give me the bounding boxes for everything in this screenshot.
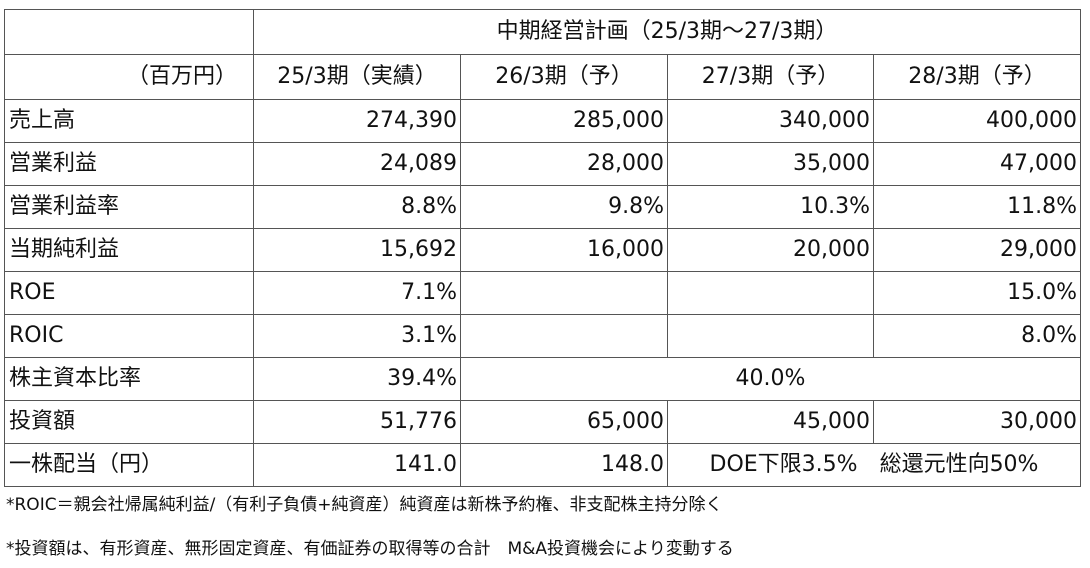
footnote-roic: *ROIC＝親会社帰属純利益/（有利子負債+純資産）純資産は新株予約権、非支配株… <box>6 495 723 515</box>
cell-value: 28,000 <box>460 142 668 186</box>
unit-label: （百万円） <box>4 54 254 100</box>
cell-value: 285,000 <box>460 99 668 143</box>
cell-value: 9.8% <box>460 185 668 229</box>
cell-value: 16,000 <box>460 228 668 272</box>
cell-value: 274,390 <box>253 99 461 143</box>
dividend-policy-cell: DOE下限3.5% 総還元性向50% <box>667 443 1081 487</box>
cell-value: 20,000 <box>667 228 874 272</box>
cell-value: 8.0% <box>873 314 1081 358</box>
cell-value: 30,000 <box>873 400 1081 444</box>
table-row-investment: 投資額 51,776 65,000 45,000 30,000 <box>4 400 1081 444</box>
cell-value: 15.0% <box>873 271 1081 315</box>
table-row-roic: ROIC 3.1% 8.0% <box>4 314 1081 358</box>
cell-value: 35,000 <box>667 142 874 186</box>
table-row-roe: ROE 7.1% 15.0% <box>4 271 1081 315</box>
row-label: ROIC <box>4 314 254 358</box>
row-label: 一株配当（円） <box>4 443 254 487</box>
cell-value <box>667 271 874 315</box>
col-header-fy25: 25/3期（実績） <box>253 54 461 100</box>
table-row-dividend: 一株配当（円） 141.0 148.0 DOE下限3.5% 総還元性向50% <box>4 443 1081 487</box>
row-label: 株主資本比率 <box>4 357 254 401</box>
table-row-operating-profit: 営業利益 24,089 28,000 35,000 47,000 <box>4 142 1081 186</box>
cell-value: 51,776 <box>253 400 461 444</box>
cell-value: 3.1% <box>253 314 461 358</box>
table-row-net-income: 当期純利益 15,692 16,000 20,000 29,000 <box>4 228 1081 272</box>
cell-value <box>460 271 668 315</box>
header-row-periods: （百万円） 25/3期（実績） 26/3期（予） 27/3期（予） 28/3期（… <box>4 54 1081 100</box>
cell-value: 39.4% <box>253 357 461 401</box>
row-label: 営業利益率 <box>4 185 254 229</box>
cell-value: 400,000 <box>873 99 1081 143</box>
cell-value <box>667 314 874 358</box>
table-row-sales: 売上高 274,390 285,000 340,000 400,000 <box>4 99 1081 143</box>
cell-value: 65,000 <box>460 400 668 444</box>
plan-title: 中期経営計画（25/3期～27/3期） <box>253 9 1081 55</box>
cell-value-merged: 40.0% <box>460 357 1081 401</box>
row-label: 営業利益 <box>4 142 254 186</box>
cell-value <box>460 314 668 358</box>
cell-value: 24,089 <box>253 142 461 186</box>
header-blank-cell <box>4 9 254 55</box>
table-row-operating-margin: 営業利益率 8.8% 9.8% 10.3% 11.8% <box>4 185 1081 229</box>
cell-value: 47,000 <box>873 142 1081 186</box>
row-label: 投資額 <box>4 400 254 444</box>
cell-value: 29,000 <box>873 228 1081 272</box>
cell-value: 45,000 <box>667 400 874 444</box>
cell-value: 7.1% <box>253 271 461 315</box>
mid-term-plan-table: 中期経営計画（25/3期～27/3期） （百万円） 25/3期（実績） 26/3… <box>4 9 1081 487</box>
col-header-fy28: 28/3期（予） <box>873 54 1081 100</box>
row-label: 当期純利益 <box>4 228 254 272</box>
col-header-fy27: 27/3期（予） <box>667 54 874 100</box>
cell-value: 8.8% <box>253 185 461 229</box>
col-header-fy26: 26/3期（予） <box>460 54 668 100</box>
cell-value: 15,692 <box>253 228 461 272</box>
row-label: ROE <box>4 271 254 315</box>
row-label: 売上高 <box>4 99 254 143</box>
table-row-equity-ratio: 株主資本比率 39.4% 40.0% <box>4 357 1081 401</box>
footnote-investment: *投資額は、有形資産、無形固定資産、有価証券の取得等の合計 M&A投資機会により… <box>6 539 734 559</box>
header-row-plan: 中期経営計画（25/3期～27/3期） <box>4 9 1081 55</box>
cell-value: 340,000 <box>667 99 874 143</box>
cell-value: 11.8% <box>873 185 1081 229</box>
cell-value: 148.0 <box>460 443 668 487</box>
cell-value: 10.3% <box>667 185 874 229</box>
cell-value: 141.0 <box>253 443 461 487</box>
